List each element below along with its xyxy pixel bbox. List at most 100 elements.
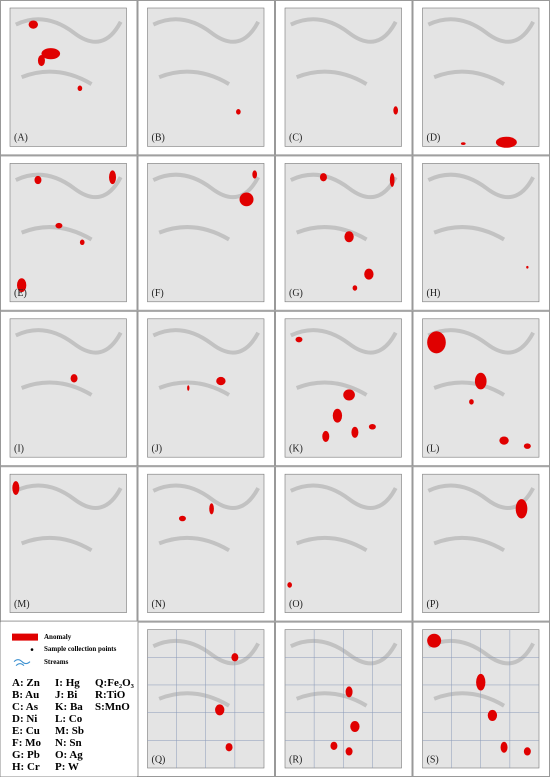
- key-text: O: Ag: [55, 749, 83, 761]
- anomaly: [209, 503, 214, 515]
- anomaly: [225, 743, 233, 752]
- anomaly: [523, 443, 531, 449]
- anomaly: [231, 653, 239, 662]
- anomaly: [79, 239, 85, 246]
- panel-border: [275, 310, 413, 467]
- panel-label: (N): [152, 599, 166, 610]
- key-text: B: Au: [12, 689, 39, 701]
- panel-label: (F): [152, 288, 164, 299]
- panel-label: (K): [289, 443, 303, 454]
- key-text: L: Co: [55, 713, 83, 725]
- anomaly: [495, 136, 517, 148]
- anomaly: [319, 173, 327, 182]
- terrain: [152, 638, 260, 708]
- panel-label: (P): [427, 599, 439, 610]
- panel-border: [275, 466, 413, 622]
- anomaly: [215, 704, 225, 716]
- panel-label: (J): [152, 443, 163, 454]
- panel-border: [137, 466, 275, 622]
- legend-stream: [13, 659, 31, 666]
- anomaly: [350, 720, 360, 733]
- anomaly: [515, 499, 528, 519]
- anomaly: [239, 192, 254, 207]
- terrain: [14, 17, 123, 86]
- key-text: E: Cu: [12, 725, 40, 737]
- panel-border: [275, 155, 413, 311]
- panel-label: (I): [14, 443, 24, 454]
- panel-label: (L): [427, 443, 440, 454]
- terrain: [427, 328, 535, 397]
- anomaly: [523, 747, 531, 756]
- terrain: [289, 638, 398, 708]
- anomaly: [368, 423, 376, 430]
- key-text: F: Mo: [12, 737, 42, 749]
- panel-label: (E): [14, 288, 27, 299]
- panel-border: [0, 0, 138, 156]
- panel-label: (M): [14, 599, 30, 610]
- anomaly: [322, 430, 330, 442]
- anomaly: [526, 265, 529, 269]
- terrain: [427, 172, 535, 242]
- anomaly: [37, 55, 45, 67]
- key-text: P: W: [55, 761, 79, 773]
- legend-cell: [0, 622, 137, 777]
- anomaly: [12, 481, 20, 495]
- key-text: I: Hg: [55, 677, 80, 689]
- legend-text: Sample collection points: [44, 645, 117, 653]
- panel-border: [0, 155, 138, 311]
- anomaly: [476, 673, 486, 691]
- key-text: J: Bi: [55, 689, 77, 701]
- anomaly: [16, 278, 27, 293]
- terrain: [14, 483, 123, 553]
- panel-border: [137, 310, 275, 467]
- panel-label: (C): [289, 133, 302, 144]
- panel-label: (O): [289, 599, 303, 610]
- anomaly: [352, 285, 358, 291]
- anomaly: [252, 170, 258, 179]
- anomaly: [474, 372, 487, 390]
- legend-point: [30, 648, 34, 651]
- terrain: [289, 328, 398, 397]
- terrain: [427, 638, 535, 708]
- panel-border: [275, 0, 413, 156]
- legend-text: Anomaly: [44, 633, 72, 641]
- anomaly: [41, 48, 61, 60]
- terrain: [289, 172, 398, 242]
- anomaly: [28, 20, 38, 29]
- key-text: N: Sn: [55, 737, 82, 749]
- anomaly: [460, 142, 466, 146]
- key-text: D: Ni: [12, 713, 37, 725]
- key-text: M: Sb: [55, 725, 84, 737]
- panel-label: (B): [152, 133, 165, 144]
- key-text: C: As: [12, 701, 39, 713]
- anomaly: [427, 331, 446, 354]
- panel-label: (D): [427, 133, 441, 144]
- anomaly: [330, 741, 338, 751]
- panel-label: (A): [14, 133, 28, 144]
- anomaly: [34, 175, 42, 185]
- anomaly: [393, 106, 399, 115]
- panel-label: (R): [289, 754, 302, 765]
- anomaly: [287, 582, 292, 588]
- key-text: Q:Fe₂O₃: [95, 677, 135, 689]
- anomaly: [499, 436, 509, 445]
- anomaly: [70, 374, 78, 383]
- anomaly: [345, 686, 353, 698]
- anomaly: [500, 741, 508, 753]
- panel-border: [0, 310, 138, 467]
- anomaly: [236, 109, 241, 115]
- key-text: H: Cr: [12, 761, 40, 773]
- legend-text: Streams: [44, 658, 69, 666]
- anomaly: [351, 426, 359, 438]
- terrain: [152, 172, 260, 242]
- anomaly: [487, 709, 498, 721]
- anomaly: [77, 85, 83, 92]
- key-text: G: Pb: [12, 749, 40, 761]
- anomaly: [343, 389, 355, 401]
- key-text: A: Zn: [12, 677, 40, 689]
- terrain: [289, 17, 398, 86]
- terrain: [152, 17, 260, 86]
- anomaly: [109, 170, 117, 185]
- anomaly: [427, 633, 442, 648]
